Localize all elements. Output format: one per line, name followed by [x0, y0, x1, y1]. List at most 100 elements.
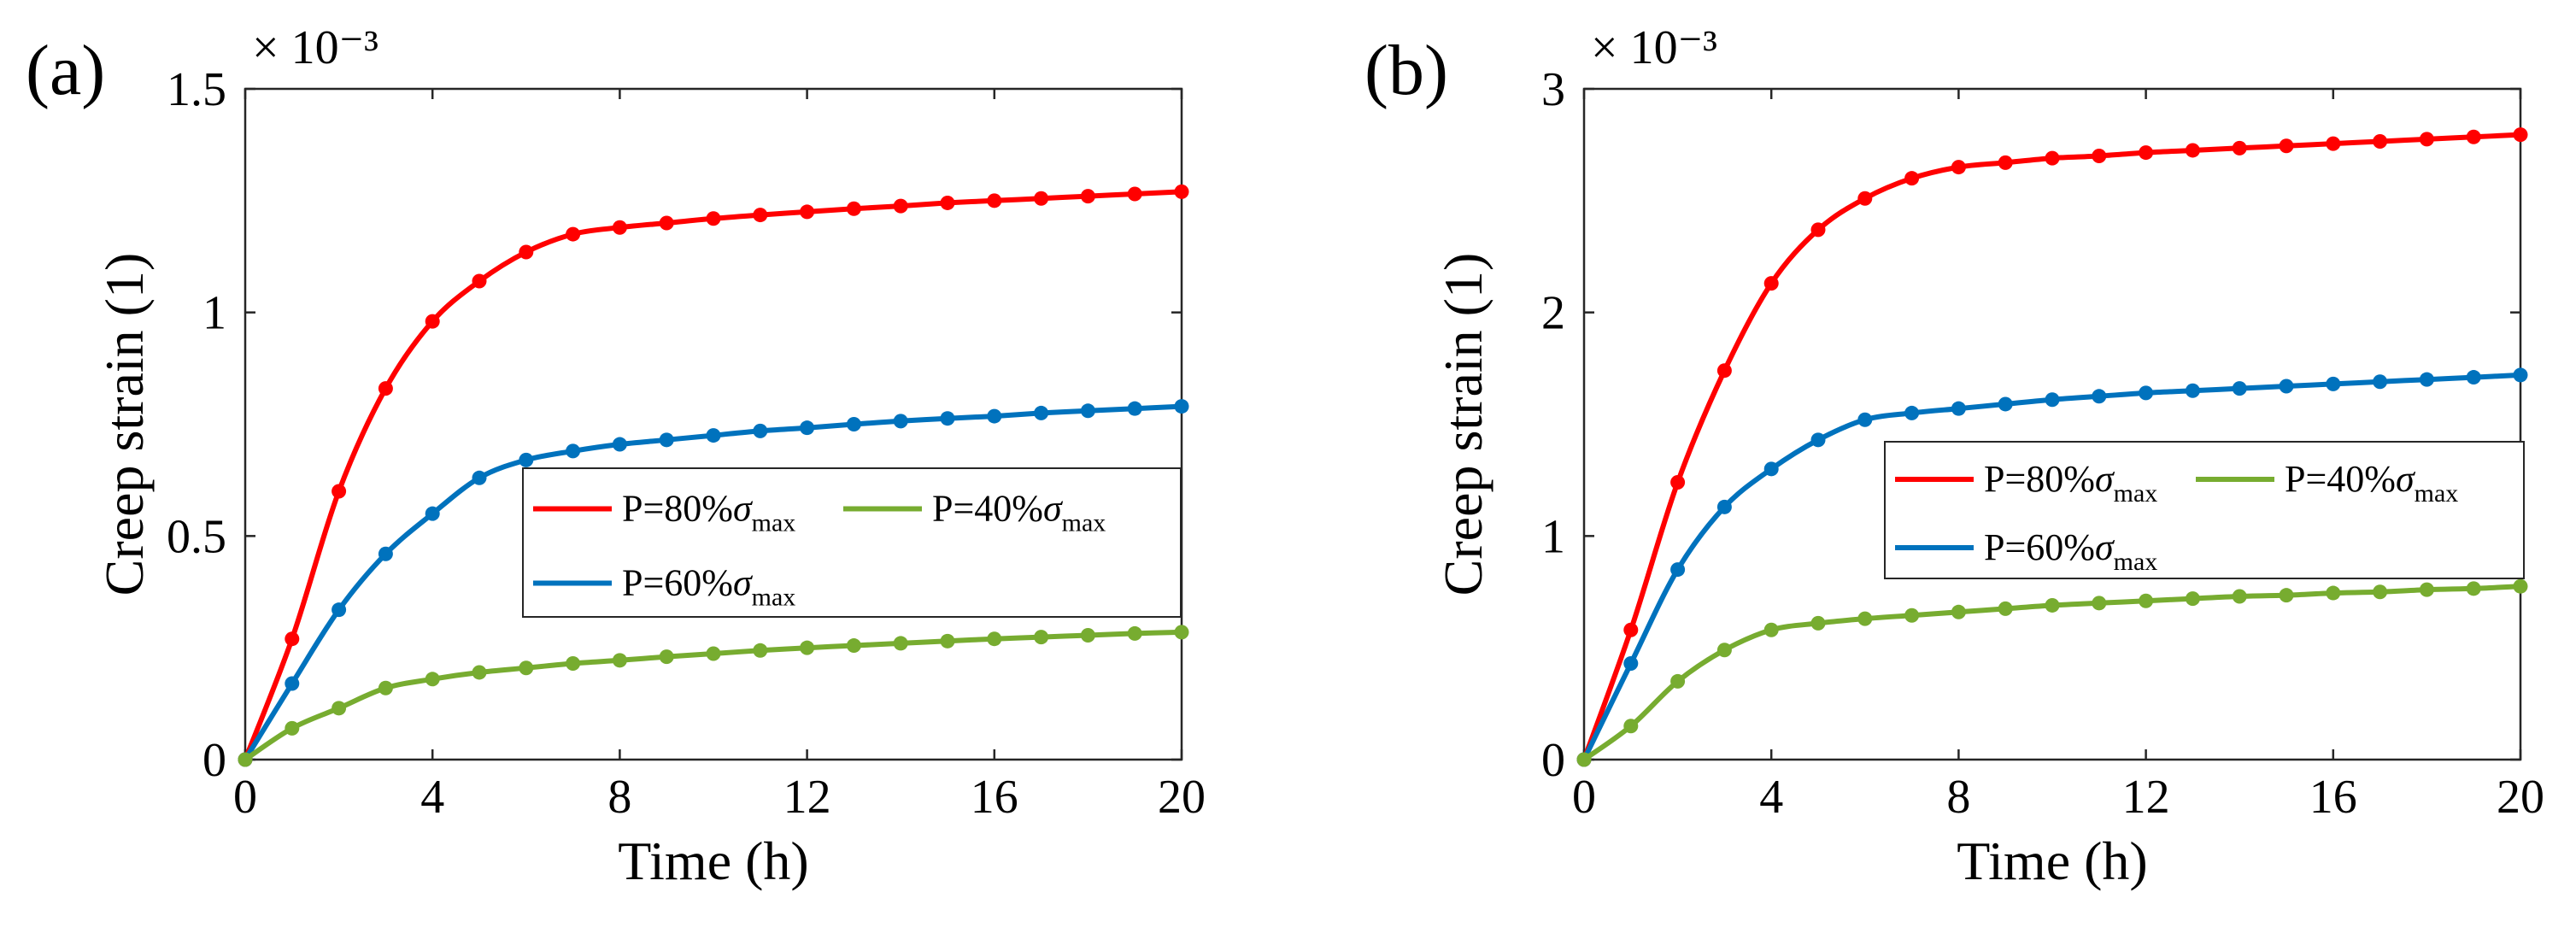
data-point-s3-3 — [1716, 643, 1732, 658]
data-point-s1-5 — [1810, 222, 1826, 238]
y-tick-label: 2 — [1541, 287, 1565, 340]
data-point-s1-2 — [332, 484, 347, 499]
legend-entry-3: P=60%σmax — [1984, 526, 2157, 576]
data-point-s2-1 — [1623, 655, 1639, 671]
data-point-s3-10 — [2045, 597, 2060, 613]
data-point-s1-14 — [893, 198, 908, 214]
x-axis-label: Time (h) — [1957, 831, 2147, 891]
legend-box — [1884, 441, 2525, 579]
data-point-s3-2 — [332, 701, 347, 716]
data-point-s2-12 — [800, 420, 815, 436]
data-point-s3-18 — [1080, 628, 1095, 643]
data-point-s1-20 — [1174, 184, 1189, 199]
legend-entry-2: P=40%σmax — [932, 488, 1106, 537]
axis-exponent-label: × 10⁻³ — [1591, 21, 1717, 74]
data-point-s1-3 — [378, 381, 393, 396]
data-point-s2-15 — [2279, 379, 2294, 394]
plot-area-frame — [244, 87, 1183, 761]
data-point-s2-2 — [1670, 562, 1686, 578]
data-point-s1-8 — [1951, 160, 1966, 175]
data-point-s1-13 — [846, 201, 861, 216]
legend-box — [522, 467, 1182, 618]
data-point-s3-15 — [940, 633, 955, 649]
data-point-s1-7 — [566, 226, 581, 242]
data-point-s3-11 — [753, 643, 768, 658]
data-point-s3-11 — [2092, 596, 2107, 611]
data-point-s3-9 — [659, 649, 674, 665]
data-point-s1-20 — [2513, 127, 2528, 143]
x-tick-label: 16 — [971, 771, 1018, 824]
data-point-s3-5 — [1810, 615, 1826, 631]
data-point-s2-6 — [1857, 412, 1873, 427]
data-point-s3-5 — [472, 665, 487, 680]
legend-entry-1: P=80%σmax — [1984, 458, 2157, 508]
data-point-s1-10 — [2045, 150, 2060, 166]
data-point-s2-17 — [2373, 374, 2388, 390]
data-point-s2-6 — [519, 452, 534, 467]
data-point-s3-10 — [706, 646, 721, 661]
data-point-s3-6 — [1857, 611, 1873, 626]
data-point-s1-18 — [2419, 132, 2434, 147]
data-point-s1-11 — [2092, 149, 2107, 163]
legend-entry-1: P=80%σmax — [622, 488, 795, 537]
data-point-s1-4 — [1763, 276, 1779, 291]
y-tick-label: 0.5 — [167, 510, 226, 563]
data-point-s3-13 — [2185, 591, 2200, 607]
data-point-s3-17 — [2373, 584, 2388, 600]
legend: P=80%σmax P=40%σmax P=60%σmax — [522, 467, 1182, 618]
x-tick-label: 16 — [2309, 771, 2357, 824]
y-tick-label: 1 — [202, 287, 226, 340]
data-point-s3-2 — [1670, 673, 1686, 689]
data-point-s1-6 — [519, 244, 534, 260]
data-point-s2-7 — [566, 443, 581, 459]
plot-area-frame — [1582, 87, 2522, 761]
x-tick-label: 12 — [783, 771, 831, 824]
data-point-s2-16 — [2326, 376, 2341, 391]
data-point-s2-9 — [1998, 396, 2013, 412]
data-point-s2-12 — [2139, 385, 2154, 401]
x-tick-label: 0 — [233, 771, 257, 824]
data-point-s3-18 — [2419, 582, 2434, 597]
data-point-s2-3 — [378, 546, 393, 561]
data-point-s3-3 — [378, 680, 393, 696]
panel-label: (a) — [26, 31, 105, 110]
data-point-s3-0 — [238, 752, 253, 767]
panel-label: (b) — [1364, 31, 1448, 110]
y-tick-label: 1 — [1541, 510, 1565, 563]
data-point-s2-3 — [1716, 499, 1732, 514]
data-point-s3-19 — [2466, 581, 2481, 596]
data-point-s3-4 — [425, 672, 440, 687]
data-point-s1-19 — [2466, 129, 2481, 144]
data-point-s3-20 — [1174, 625, 1189, 640]
data-point-s2-7 — [1904, 405, 1920, 420]
data-point-s2-19 — [2466, 370, 2481, 385]
x-tick-label: 8 — [1946, 771, 1970, 824]
legend-entry-2: P=40%σmax — [2285, 458, 2458, 508]
data-point-s3-14 — [2232, 589, 2247, 604]
series-line-2 — [1581, 372, 2521, 761]
data-point-s1-17 — [1034, 191, 1049, 206]
y-axis-label: Creep strain (1) — [94, 253, 155, 596]
data-point-s1-10 — [706, 211, 721, 226]
data-point-s3-8 — [612, 653, 627, 668]
data-point-s3-7 — [566, 655, 581, 671]
y-tick-label: 3 — [1541, 63, 1565, 116]
data-point-s3-12 — [800, 640, 815, 655]
data-point-s1-5 — [472, 273, 487, 289]
data-point-s2-13 — [2185, 383, 2200, 398]
data-point-s3-9 — [1998, 601, 2013, 616]
data-point-s3-17 — [1034, 630, 1049, 645]
data-point-s2-10 — [2045, 392, 2060, 408]
y-tick-label: 0 — [1541, 734, 1565, 787]
axis-exponent-label: × 10⁻³ — [252, 21, 378, 74]
data-point-s2-5 — [472, 470, 487, 485]
data-point-s1-9 — [659, 215, 674, 231]
data-point-s3-12 — [2139, 593, 2154, 608]
data-point-s2-20 — [1174, 399, 1189, 414]
legend: P=80%σmax P=40%σmax P=60%σmax — [1884, 441, 2525, 579]
x-tick-label: 20 — [2497, 771, 2544, 824]
x-tick-label: 0 — [1572, 771, 1596, 824]
data-point-s1-6 — [1857, 191, 1873, 206]
chart-panel-1: (a) × 10⁻³ 0 4 8 12 16 20 0 0.5 1 1.5 Time (h) Creep … — [26, 21, 1206, 891]
